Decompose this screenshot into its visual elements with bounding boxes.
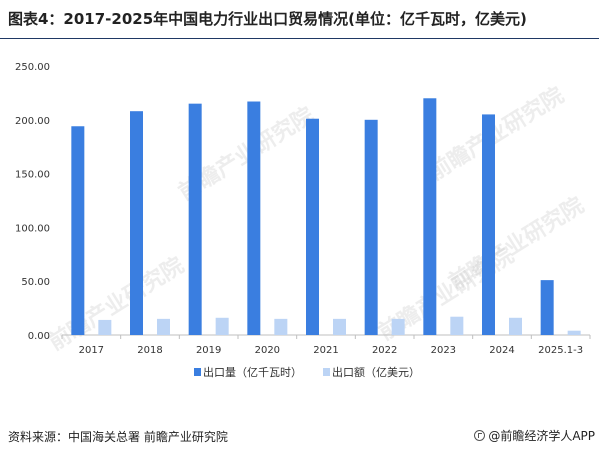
y-tick-label: 100.00 — [15, 223, 50, 234]
bar-export-value — [98, 319, 112, 335]
watermark-text: 前瞻产业研究院 — [44, 252, 188, 356]
x-tick-label: 2021 — [313, 345, 338, 356]
watermark-text: 前瞻产业研究院 — [424, 82, 568, 186]
y-tick-label: 200.00 — [15, 116, 50, 127]
y-axis: 0.00 50.00 100.00 150.00 200.00 250.00 — [15, 62, 50, 342]
bar-export-value — [450, 316, 464, 335]
x-tick-label: 2019 — [196, 345, 221, 356]
bar-export-volume — [423, 98, 437, 335]
brand-text: @前瞻经济学人APP — [488, 429, 595, 443]
y-tick-label: 150.00 — [15, 170, 50, 181]
bar-export-volume — [482, 114, 495, 335]
bar-export-value — [157, 318, 170, 335]
bar-export-value — [391, 318, 405, 335]
brand-logo-icon — [474, 430, 486, 441]
legend-swatch-export-value — [323, 368, 330, 376]
bar-export-value — [509, 317, 522, 335]
legend-label-export-value: 出口额（亿美元） — [332, 365, 420, 379]
bar-export-volume — [364, 119, 378, 335]
bar-export-value — [567, 330, 581, 335]
watermark-text: 前瞻产业研究院 — [444, 192, 588, 296]
brand-credit: @前瞻经济学人APP — [474, 427, 595, 444]
bar-export-value — [274, 318, 288, 335]
bars-layer — [71, 98, 581, 335]
legend-swatch-export-volume — [194, 368, 201, 376]
y-tick-label: 250.00 — [15, 62, 50, 73]
bar-export-volume — [71, 126, 85, 335]
x-tick-label: 2017 — [79, 345, 104, 356]
legend: 出口量（亿千瓦时） 出口额（亿美元） — [194, 365, 420, 379]
x-tick-label: 2024 — [489, 345, 514, 356]
x-tick-label: 2018 — [137, 345, 162, 356]
x-tick-label: 2020 — [255, 345, 280, 356]
bar-export-volume — [540, 280, 554, 335]
x-tick-label: 2022 — [372, 345, 397, 356]
bar-export-volume — [247, 101, 261, 335]
x-tick-label: 2025.1-3 — [538, 345, 583, 356]
chart-title: 图表4：2017-2025年中国电力行业出口贸易情况(单位：亿千瓦时，亿美元) — [8, 10, 527, 28]
legend-label-export-volume: 出口量（亿千瓦时） — [203, 365, 302, 379]
x-axis: 2017 2018 2019 2020 2021 2022 2023 2024 2025.1-3 — [61, 334, 591, 356]
bar-export-volume — [188, 103, 202, 335]
data-source: 资料来源：中国海关总署 前瞻产业研究院 — [8, 430, 228, 444]
bar-export-volume — [130, 111, 143, 335]
title-divider — [0, 38, 599, 39]
y-tick-label: 50.00 — [21, 277, 50, 288]
bar-export-value — [333, 318, 346, 335]
y-tick-label: 0.00 — [28, 331, 50, 342]
bar-export-volume — [306, 118, 319, 335]
bar-export-value — [215, 317, 229, 335]
x-tick-label: 2023 — [431, 345, 456, 356]
